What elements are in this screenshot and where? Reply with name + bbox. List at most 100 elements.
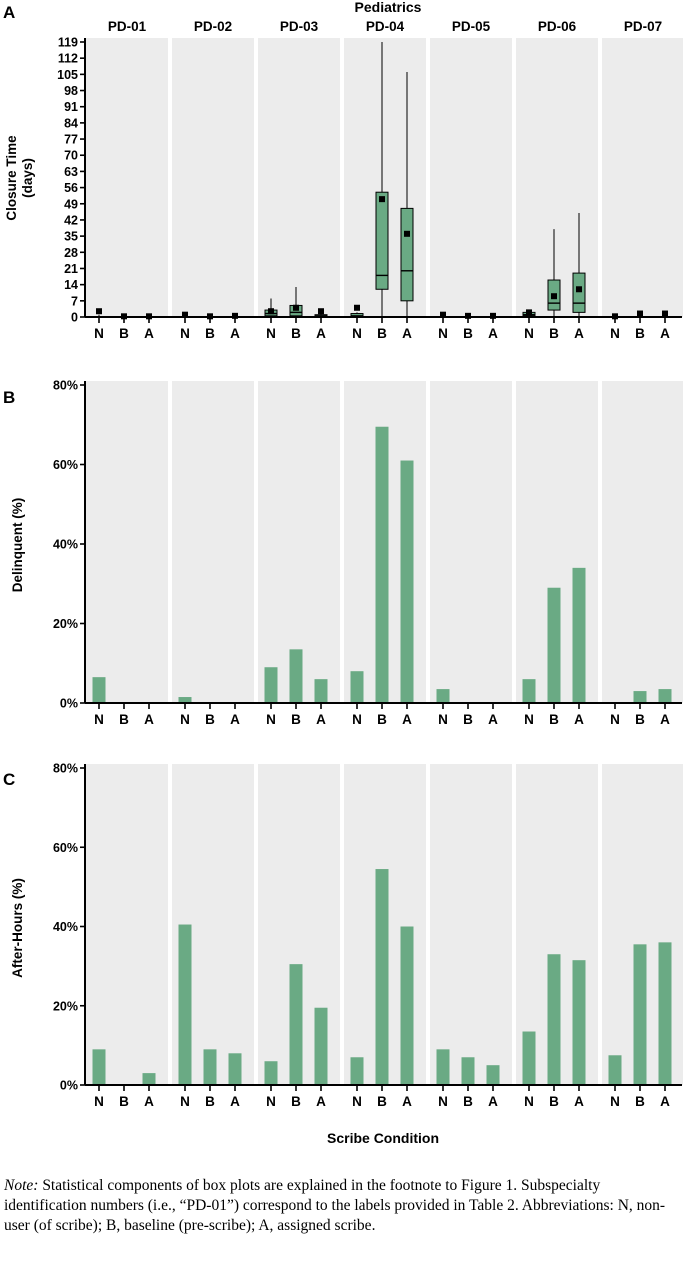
panel-a-y-axis-title: Closure Time(days) <box>4 135 35 221</box>
panel-b-x-tick-label-pd-01-b: B <box>119 712 129 727</box>
bar-panel-b-pd-03-a <box>314 679 328 703</box>
group-label-pd-05: PD-05 <box>452 19 491 34</box>
bar-panel-c-pd-04-a <box>400 926 414 1085</box>
panel-a-y-tick-label: 49 <box>64 197 78 211</box>
mean-marker-panel-a-pd-07-a <box>662 310 668 317</box>
bar-panel-c-pd-06-a <box>572 960 586 1085</box>
panel-a-y-tick-label: 14 <box>64 278 78 292</box>
box-panel-a-pd-04-b <box>375 191 389 290</box>
bar-panel-c-pd-07-a <box>658 942 672 1085</box>
panel-c-x-tick-label-pd-01-b: B <box>119 1094 129 1109</box>
panel-c-bg-pd-01 <box>86 764 168 1085</box>
shared-x-axis-label: Scribe Condition <box>327 1130 439 1146</box>
panel-a-y-tick-label: 63 <box>64 165 78 179</box>
mean-marker-panel-a-pd-06-a <box>576 286 582 293</box>
bar-panel-c-pd-02-a <box>228 1053 242 1085</box>
panel-c-y-tick-label: 20% <box>53 999 78 1013</box>
panel-a-x-tick-label-pd-01-a: A <box>144 326 154 341</box>
panel-a-x-tick-label-pd-02-b: B <box>205 326 215 341</box>
panel-a-y-tick-label: 105 <box>57 68 78 82</box>
note-text: Statistical components of box plots are … <box>4 1177 666 1234</box>
bar-panel-b-pd-04-b <box>375 426 389 703</box>
panel-letter-c: C <box>3 770 15 789</box>
panel-b-bg-pd-07 <box>602 381 683 703</box>
panel-b-x-tick-label-pd-03-n: N <box>266 712 276 727</box>
mean-marker-panel-a-pd-02-a <box>232 312 238 319</box>
panel-a-y-tick-label: 28 <box>64 246 78 260</box>
panel-c-x-tick-label-pd-07-n: N <box>610 1094 620 1109</box>
panel-c-x-tick-label-pd-07-b: B <box>635 1094 645 1109</box>
panel-c-x-tick-label-pd-07-a: A <box>660 1094 670 1109</box>
panel-a-x-tick-label-pd-03-a: A <box>316 326 326 341</box>
panel-a-bg-pd-05 <box>430 38 512 317</box>
mean-marker-panel-a-pd-06-b <box>551 293 557 300</box>
mean-marker-panel-a-pd-05-b <box>465 312 471 319</box>
panel-c-x-tick-label-pd-04-a: A <box>402 1094 412 1109</box>
panel-b-y-axis-title: Delinquent (%) <box>10 498 25 593</box>
mean-marker-panel-a-pd-03-a <box>318 308 324 315</box>
panel-b-y-tick-label: 0% <box>60 697 78 711</box>
panel-a-x-tick-label-pd-01-b: B <box>119 326 129 341</box>
panel-a-bg-pd-01 <box>86 38 168 317</box>
mean-marker-panel-a-pd-01-n <box>96 308 102 315</box>
panel-a-y-tick-label: 21 <box>64 262 78 276</box>
panel-a-x-tick-label-pd-07-n: N <box>610 326 620 341</box>
panel-a-x-tick-label-pd-03-n: N <box>266 326 276 341</box>
panel-a-y-tick-label: 70 <box>64 149 78 163</box>
panel-b-x-tick-label-pd-07-b: B <box>635 712 645 727</box>
mean-marker-panel-a-pd-04-a <box>404 230 410 237</box>
panel-a-x-tick-label-pd-07-a: A <box>660 326 670 341</box>
panel-a-x-tick-label-pd-04-n: N <box>352 326 362 341</box>
panel-b-x-tick-label-pd-02-b: B <box>205 712 215 727</box>
group-label-pd-01: PD-01 <box>108 19 147 34</box>
panel-a-x-tick-label-pd-01-n: N <box>94 326 104 341</box>
panel-c-x-tick-label-pd-03-a: A <box>316 1094 326 1109</box>
panel-c-bg-pd-05 <box>430 764 512 1085</box>
box-panel-a-pd-06-a <box>572 272 586 313</box>
bar-panel-c-pd-01-a <box>142 1073 156 1085</box>
panel-c-y-axis-title: After-Hours (%) <box>10 878 25 978</box>
bar-panel-c-pd-06-b <box>547 954 561 1085</box>
panel-c-y-tick-label: 0% <box>60 1079 78 1093</box>
bar-panel-b-pd-01-n <box>92 677 106 703</box>
bar-panel-b-pd-06-n <box>522 679 536 703</box>
group-label-pd-07: PD-07 <box>624 19 662 34</box>
panel-a-x-tick-label-pd-06-n: N <box>524 326 534 341</box>
bar-panel-c-pd-02-n <box>178 924 192 1085</box>
mean-marker-panel-a-pd-05-a <box>490 312 496 319</box>
panel-b-x-tick-label-pd-07-n: N <box>610 712 620 727</box>
panel-c-x-tick-label-pd-01-n: N <box>94 1094 104 1109</box>
group-label-pd-04: PD-04 <box>366 19 405 34</box>
panel-b-x-tick-label-pd-07-a: A <box>660 712 670 727</box>
panel-b-x-tick-label-pd-04-n: N <box>352 712 362 727</box>
panel-b-bg-pd-02 <box>172 381 254 703</box>
group-title: Pediatrics <box>355 0 422 15</box>
panel-c-y-tick-label: 40% <box>53 920 78 934</box>
mean-marker-panel-a-pd-04-n <box>354 304 360 311</box>
panel-a-y-tick-label: 35 <box>64 230 78 244</box>
panel-a-x-tick-label-pd-07-b: B <box>635 326 645 341</box>
bar-panel-b-pd-07-a <box>658 689 672 703</box>
panel-b-x-tick-label-pd-04-a: A <box>402 712 412 727</box>
panel-c-x-tick-label-pd-02-a: A <box>230 1094 240 1109</box>
note-lead: Note: <box>4 1177 39 1194</box>
group-label-pd-03: PD-03 <box>280 19 319 34</box>
panel-b-x-tick-label-pd-02-n: N <box>180 712 190 727</box>
panel-b-y-tick-label: 80% <box>53 379 78 393</box>
panel-a-y-tick-label: 7 <box>71 294 78 308</box>
panel-a-x-tick-label-pd-05-n: N <box>438 326 448 341</box>
mean-marker-panel-a-pd-03-n <box>268 308 274 315</box>
panel-c-x-tick-label-pd-02-n: N <box>180 1094 190 1109</box>
figure: Pediatrics A B C Scribe Condition PD-01 P… <box>3 0 683 1146</box>
panel-b-y-tick-label: 20% <box>53 617 78 631</box>
box-panel-a-pd-04-a <box>400 207 414 302</box>
panel-b-x-tick-label-pd-04-b: B <box>377 712 387 727</box>
panel-letter-b: B <box>3 388 15 407</box>
panel-a-y-tick-label: 112 <box>58 52 78 66</box>
figure-note: Note: Statistical components of box plot… <box>4 1176 676 1236</box>
panel-b-x-tick-label-pd-05-n: N <box>438 712 448 727</box>
panel-c-x-tick-label-pd-06-b: B <box>549 1094 559 1109</box>
mean-marker-panel-a-pd-03-b <box>293 304 299 311</box>
panel-a-x-tick-label-pd-05-a: A <box>488 326 498 341</box>
panel-c-y-tick-label: 60% <box>53 841 78 855</box>
